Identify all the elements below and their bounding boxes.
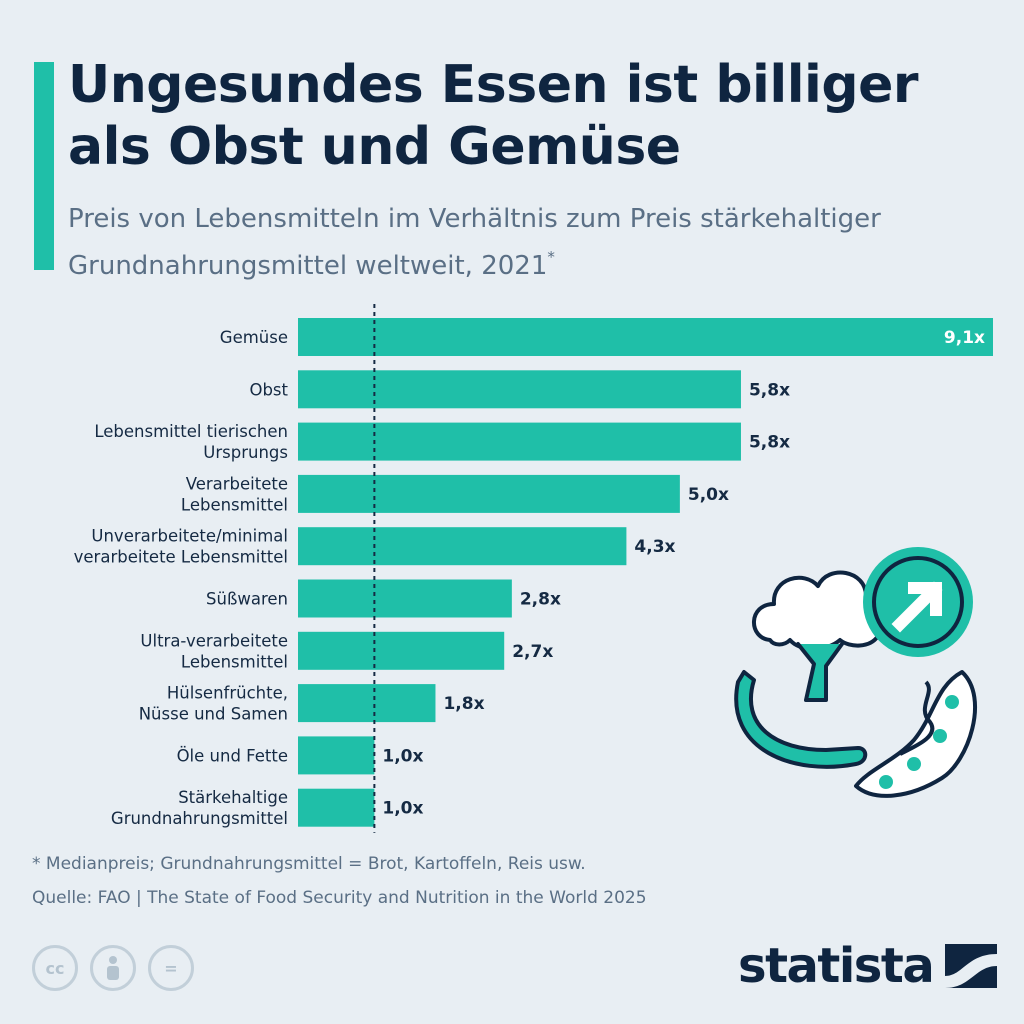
category-label: Stärkehaltige bbox=[178, 788, 288, 807]
value-label: 1,8x bbox=[443, 694, 484, 714]
category-label: Süßwaren bbox=[206, 590, 288, 609]
value-label: 1,0x bbox=[382, 799, 423, 819]
peas-pod-icon bbox=[854, 670, 978, 798]
category-label: Grundnahrungsmittel bbox=[111, 809, 288, 828]
value-label: 2,7x bbox=[512, 642, 553, 662]
value-label: 2,8x bbox=[520, 590, 561, 610]
bar bbox=[298, 527, 627, 566]
license-icons: cc = bbox=[32, 945, 194, 991]
bar bbox=[298, 318, 993, 356]
bar bbox=[298, 631, 505, 670]
statista-logo[interactable]: statista bbox=[738, 936, 998, 996]
category-label: Verarbeitete bbox=[186, 474, 288, 493]
value-label: 4,3x bbox=[634, 537, 675, 557]
chart-subtitle: Preis von Lebensmitteln im Verhältnis zu… bbox=[68, 200, 998, 285]
broccoli-icon bbox=[752, 570, 890, 702]
banana-icon bbox=[734, 670, 868, 769]
subtitle-footnote-marker: * bbox=[547, 248, 555, 266]
bar bbox=[298, 736, 375, 775]
category-label: verarbeitete Lebensmittel bbox=[74, 548, 288, 567]
category-label: Lebensmittel bbox=[181, 652, 288, 671]
category-label: Obst bbox=[249, 380, 288, 399]
bar-chart: Gemüse 9,1x Obst 5,8x Lebensmittel tierische… bbox=[74, 304, 993, 833]
food-illustration bbox=[734, 547, 978, 798]
bar bbox=[298, 422, 741, 461]
category-label: Ultra-verarbeitete bbox=[140, 631, 288, 650]
subtitle-text: Preis von Lebensmitteln im Verhältnis zu… bbox=[68, 204, 881, 281]
bar bbox=[298, 579, 512, 618]
trend-up-arrow-icon bbox=[863, 547, 973, 657]
bar bbox=[298, 684, 436, 723]
category-label: Lebensmittel bbox=[181, 495, 288, 514]
no-derivatives-icon[interactable]: = bbox=[148, 945, 194, 991]
category-label: Gemüse bbox=[220, 328, 288, 347]
category-label: Öle und Fette bbox=[177, 746, 288, 765]
category-label: Nüsse und Samen bbox=[139, 705, 288, 724]
value-label: 5,8x bbox=[749, 380, 790, 400]
value-label: 5,0x bbox=[688, 485, 729, 505]
attribution-icon[interactable] bbox=[90, 945, 136, 991]
category-label: Unverarbeitete/minimal bbox=[91, 527, 288, 546]
category-label: Lebensmittel tierischen bbox=[94, 422, 288, 441]
value-label: 1,0x bbox=[382, 746, 423, 766]
bar bbox=[298, 474, 680, 513]
chart-title: Ungesundes Essen ist billiger als Obst u… bbox=[68, 55, 918, 177]
cc-icon[interactable]: cc bbox=[32, 945, 78, 991]
bar bbox=[298, 370, 741, 409]
value-label: 9,1x bbox=[944, 328, 985, 348]
value-label: 5,8x bbox=[749, 433, 790, 453]
brand-name: statista bbox=[738, 938, 935, 994]
category-label: Ursprungs bbox=[203, 443, 288, 462]
bar bbox=[298, 788, 375, 827]
footnote: * Medianpreis; Grundnahrungsmittel = Bro… bbox=[32, 854, 586, 874]
title-accent-bar bbox=[34, 62, 54, 270]
statista-logo-icon bbox=[945, 944, 998, 988]
category-label: Hülsenfrüchte, bbox=[167, 684, 288, 703]
source-note: Quelle: FAO | The State of Food Security… bbox=[32, 888, 647, 908]
